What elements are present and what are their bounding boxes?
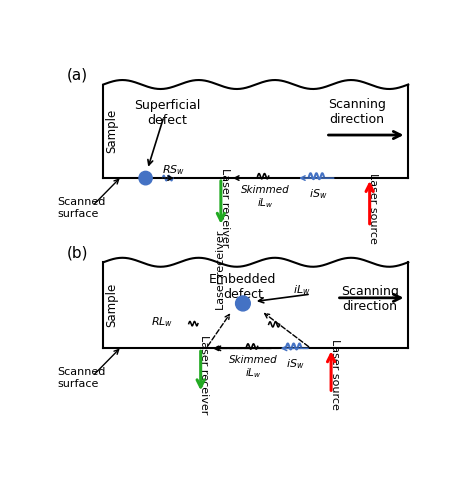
Text: Laser source: Laser source (368, 173, 378, 243)
Text: $iS_w$: $iS_w$ (286, 358, 305, 371)
Circle shape (236, 296, 250, 311)
Text: Sample: Sample (105, 283, 118, 328)
Text: Superficial
defect: Superficial defect (135, 100, 201, 127)
Text: Scanned
surface: Scanned surface (57, 197, 106, 219)
Text: $iL_w$: $iL_w$ (292, 283, 310, 297)
Text: Scanning
direction: Scanning direction (328, 98, 386, 125)
Text: Scanning
direction: Scanning direction (341, 285, 399, 312)
Text: Skimmed: Skimmed (229, 355, 278, 365)
Text: Laser receiver: Laser receiver (219, 168, 229, 248)
Text: $RS_w$: $RS_w$ (162, 163, 185, 177)
Text: $iL_w$: $iL_w$ (256, 196, 273, 210)
Text: $iS_w$: $iS_w$ (309, 188, 328, 201)
Text: Embedded
defect: Embedded defect (209, 274, 277, 301)
Text: (a): (a) (66, 68, 88, 83)
Text: Skimmed: Skimmed (241, 185, 289, 195)
Text: (b): (b) (66, 245, 88, 260)
Text: Laser receiver: Laser receiver (200, 335, 210, 414)
Text: Scanned
surface: Scanned surface (57, 367, 106, 389)
Text: Laser receiver: Laser receiver (216, 230, 226, 310)
Text: $RL_w$: $RL_w$ (151, 315, 173, 329)
Text: $iL_w$: $iL_w$ (245, 366, 262, 380)
Circle shape (139, 172, 152, 185)
Text: Sample: Sample (105, 109, 118, 154)
Text: Laser source: Laser source (330, 339, 340, 410)
